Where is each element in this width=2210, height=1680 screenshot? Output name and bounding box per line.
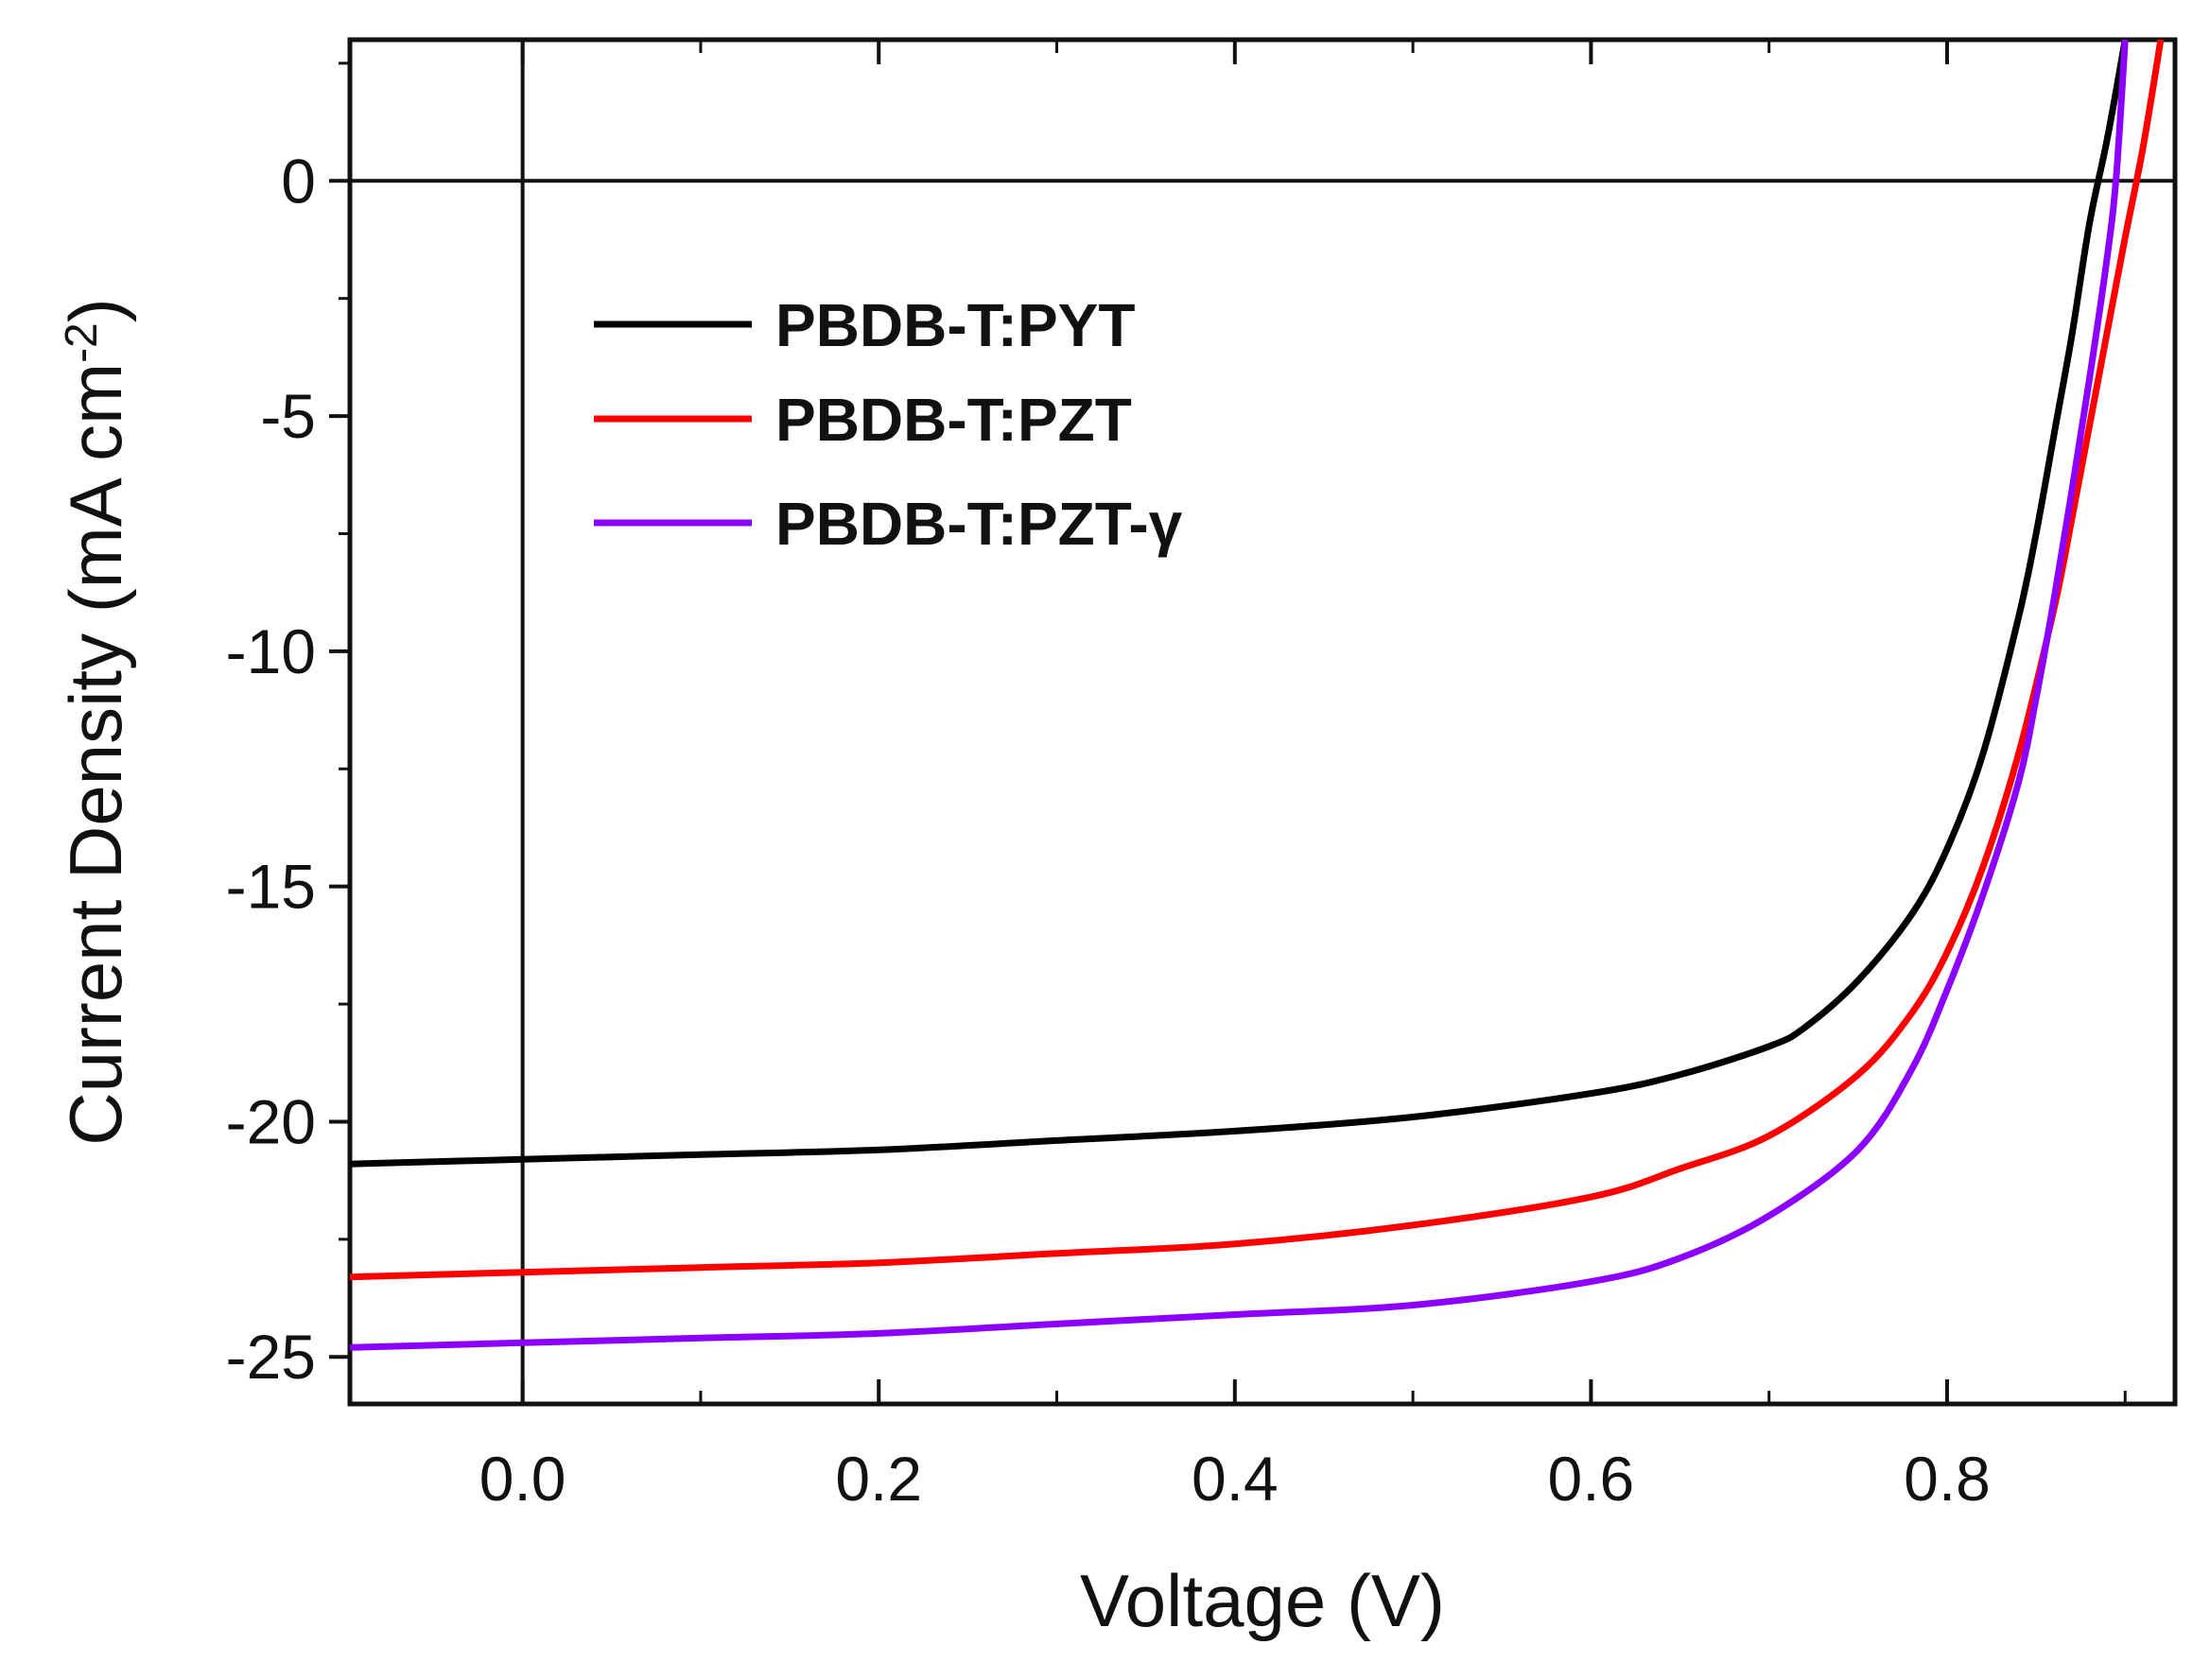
y-axis-title-superscript: -2	[57, 322, 107, 363]
legend-label: PBDB-T:PZT	[775, 386, 1132, 454]
legend: PBDB-T:PYT PBDB-T:PZT PBDB-T:PZT-γ	[594, 291, 1183, 558]
y-axis-title-close: )	[54, 298, 137, 322]
legend-item-pzt: PBDB-T:PZT	[594, 386, 1132, 454]
x-tick-label: 0.0	[479, 1444, 566, 1514]
x-tick-label: 0.4	[1192, 1444, 1279, 1514]
y-tick-label: -25	[226, 1322, 316, 1392]
plot-frame	[347, 37, 2178, 1407]
y-tick-label: -5	[260, 381, 316, 451]
series-line-pzt-gamma	[350, 40, 2129, 1351]
y-tick-label: 0	[281, 146, 316, 216]
legend-label: PBDB-T:PYT	[775, 291, 1135, 359]
reference-lines	[350, 40, 2175, 1404]
y-axis-title: Current Density (mA cm-2)	[54, 298, 137, 1146]
y-tick-label: -15	[226, 852, 316, 922]
x-tick-label: 0.8	[1904, 1444, 1991, 1514]
axis-ticks	[329, 40, 2127, 1404]
series-line-pzt	[350, 40, 2165, 1281]
y-tick-label: -20	[226, 1086, 316, 1156]
legend-label: PBDB-T:PZT-γ	[775, 490, 1183, 558]
x-axis-title: Voltage (V)	[1080, 1559, 1445, 1642]
x-tick-label: 0.6	[1548, 1444, 1635, 1514]
y-tick-label: -10	[226, 616, 316, 686]
x-tick-label: 0.2	[835, 1444, 922, 1514]
legend-item-pyt: PBDB-T:PYT	[594, 291, 1135, 359]
tick-labels: 0.0 0.2 0.4 0.6 0.8 0 -5 -10 -15 -20 -25	[226, 146, 1991, 1514]
series-line-pyt	[350, 40, 2129, 1168]
y-axis-title-main: Current Density (mA cm	[54, 363, 137, 1146]
series-layer	[350, 40, 2165, 1351]
legend-item-pzt-gamma: PBDB-T:PZT-γ	[594, 490, 1183, 558]
